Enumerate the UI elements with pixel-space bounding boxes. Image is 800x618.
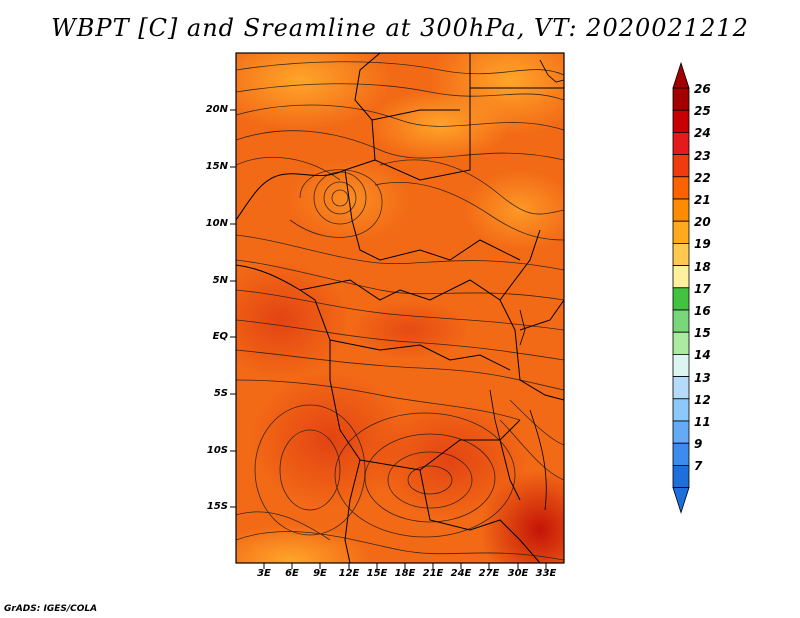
lon-label: 27E (478, 568, 500, 579)
colorbar-swatch (672, 176, 690, 200)
lat-label: 10N (205, 218, 228, 229)
colorbar-label: 11 (694, 415, 711, 429)
wbpt-cool-n (370, 90, 510, 160)
colorbar-swatch (672, 420, 690, 444)
colorbar-label: 22 (694, 170, 711, 185)
lat-label: 15N (205, 161, 228, 172)
tick-marks (230, 109, 547, 569)
wbpt-warm-south (370, 400, 530, 520)
wbpt-warm-se (480, 470, 564, 563)
colorbar-label: 23 (694, 148, 711, 163)
map-panel (236, 53, 564, 563)
wbpt-cool-sw (236, 525, 370, 563)
lat-label: 10S (206, 445, 228, 456)
lon-label: 12E (338, 568, 360, 579)
colorbar-swatch (672, 398, 690, 422)
colorbar-swatch (672, 220, 690, 244)
lon-label: 30E (507, 568, 529, 579)
colorbar-label: 24 (694, 126, 711, 141)
map-frame (235, 52, 565, 564)
colorbar-swatch (672, 464, 690, 488)
colorbar-label: 26 (694, 82, 711, 96)
colorbar-swatch (672, 87, 690, 111)
lat-label: 20N (205, 104, 228, 115)
colorbar-label: 21 (694, 193, 711, 207)
wbpt-cool-nw (236, 53, 390, 130)
lat-label: 15S (206, 501, 228, 512)
lon-label: 33E (535, 568, 557, 579)
colorbar-label: 20 (694, 215, 711, 230)
colorbar-swatch (672, 154, 690, 178)
colorbar-label: 14 (694, 348, 711, 363)
colorbar-swatch (672, 109, 690, 133)
colorbar-label: 17 (694, 281, 711, 296)
lat-label: 5S (213, 388, 228, 399)
wbpt-cool-east (465, 170, 564, 250)
colorbar-bottom-arrow (672, 487, 690, 514)
colorbar-swatch (672, 131, 690, 155)
colorbar-swatch (672, 353, 690, 377)
colorbar-label: 13 (694, 370, 711, 385)
colorbar-label: 18 (694, 259, 711, 274)
lon-label: 3E (257, 568, 271, 579)
streamlines (236, 61, 564, 561)
lon-label: 6E (285, 568, 299, 579)
wbpt-cool-center (290, 160, 410, 240)
colorbar-swatch (672, 309, 690, 333)
lakes-coast (489, 59, 564, 511)
colorbar-label: 7 (694, 459, 703, 474)
country-borders (236, 53, 564, 563)
colorbar-label: 16 (694, 304, 711, 318)
colorbar-swatch (672, 376, 690, 400)
lon-label: 15E (366, 568, 388, 579)
colorbar-label: 15 (694, 326, 711, 341)
colorbar-label: 12 (694, 392, 711, 407)
credit-text: GrADS: IGES/COLA (4, 604, 98, 614)
lat-label: EQ (212, 331, 228, 342)
colorbar-swatch (672, 265, 690, 289)
lon-label: 9E (313, 568, 327, 579)
colorbar-top-arrow (672, 61, 690, 89)
colorbar-swatch (672, 242, 690, 266)
colorbar-swatch (672, 442, 690, 466)
colorbar-label: 19 (694, 237, 711, 252)
lon-label: 18E (394, 568, 416, 579)
wbpt-warm-west (236, 260, 350, 380)
colorbar-label: 25 (694, 104, 711, 119)
colorbar-swatch (672, 198, 690, 222)
lon-label: 21E (422, 568, 444, 579)
colorbar (672, 61, 690, 514)
lat-label: 5N (212, 275, 228, 286)
colorbar-swatch (672, 287, 690, 311)
colorbar-label: 9 (694, 437, 703, 452)
wbpt-warm-eq (350, 300, 470, 360)
lon-label: 24E (450, 568, 472, 579)
colorbar-swatch (672, 331, 690, 355)
map-title: WBPT [C] and Sreamline at 300hPa, VT: 20… (51, 14, 749, 42)
